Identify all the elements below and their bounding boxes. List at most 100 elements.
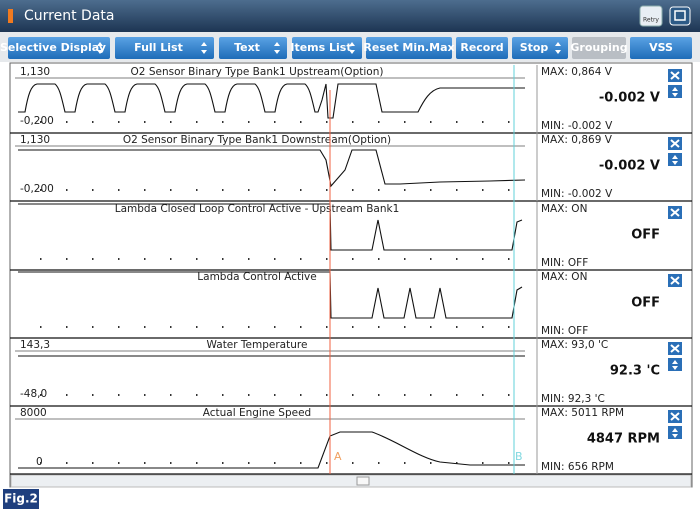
axis-dot [92, 189, 94, 191]
axis-dot [92, 462, 94, 464]
move-button[interactable] [668, 358, 682, 371]
title-bar [0, 0, 700, 32]
remove-icon [670, 344, 680, 353]
move-button[interactable] [668, 85, 682, 98]
dropdown-icon [349, 42, 355, 54]
row-title: O2 Sensor Binary Type Bank1 Downstream(O… [123, 134, 391, 146]
axis-dot [482, 326, 484, 328]
retry-button[interactable] [639, 5, 663, 27]
button-label: Reset Min.Max [363, 41, 454, 54]
axis-dot [170, 326, 172, 328]
button-label: Grouping [570, 41, 627, 54]
axis-dot [508, 258, 510, 260]
max-label: MAX: 0,869 V [541, 134, 613, 146]
axis-dot [170, 462, 172, 464]
min-label: MIN: OFF [541, 325, 588, 337]
axis-dot [40, 189, 42, 191]
min-label: MIN: -0.002 V [541, 188, 613, 200]
scroll-thumb[interactable] [356, 476, 370, 486]
max-label: MAX: ON [541, 203, 587, 215]
signal-trace [18, 431, 525, 469]
axis-dot [326, 326, 328, 328]
axis-dot [118, 258, 120, 260]
axis-dot [274, 121, 276, 123]
axis-dot [456, 121, 458, 123]
window-title: Current Data [24, 8, 114, 24]
toolbar-button[interactable] [219, 37, 287, 59]
button-label: VSS [649, 41, 673, 54]
dropdown-icon [97, 42, 103, 54]
axis-dot [378, 462, 380, 464]
row-title: Lambda Closed Loop Control Active - Upst… [115, 203, 400, 215]
scale-bottom: 0 [36, 456, 43, 468]
min-label: MIN: -0.002 V [541, 120, 613, 132]
axis-dot [352, 462, 354, 464]
move-icon [672, 360, 678, 370]
axis-dot [196, 326, 198, 328]
toolbar-button[interactable] [456, 37, 508, 59]
data-panel [9, 62, 693, 488]
axis-dot [482, 462, 484, 464]
toolbar-button[interactable] [8, 37, 110, 59]
row-title: Water Temperature [207, 339, 308, 351]
window-button[interactable] [669, 6, 691, 26]
axis-dot [248, 462, 250, 464]
axis-dot [456, 394, 458, 396]
axis-dot [222, 462, 224, 464]
min-label: MIN: 92,3 'C [541, 393, 605, 405]
toolbar-button[interactable] [572, 37, 626, 59]
toolbar-button[interactable] [512, 37, 568, 59]
axis-dot [196, 258, 198, 260]
window-icon [674, 10, 686, 21]
remove-icon [670, 276, 680, 285]
axis-dot [482, 258, 484, 260]
toolbar-button[interactable] [630, 37, 692, 59]
axis-dot [274, 326, 276, 328]
axis-dot [300, 462, 302, 464]
move-button[interactable] [668, 426, 682, 439]
axis-dot [40, 258, 42, 260]
axis-dot [144, 121, 146, 123]
axis-dot [66, 258, 68, 260]
axis-dot [170, 121, 172, 123]
signal-trace [18, 83, 525, 119]
axis-dot [274, 258, 276, 260]
figure-label: Fig.2 [4, 492, 38, 506]
axis-dot [222, 121, 224, 123]
toolbar-button[interactable] [366, 37, 452, 59]
axis-dot [352, 189, 354, 191]
axis-dot [40, 394, 42, 396]
toolbar-button[interactable] [292, 37, 362, 59]
axis-dot [378, 189, 380, 191]
axis-dot [66, 394, 68, 396]
cursor-b-label: B [515, 450, 523, 463]
dropdown-icon [555, 42, 561, 54]
axis-dot [92, 121, 94, 123]
axis-dot [378, 326, 380, 328]
axis-dot [430, 258, 432, 260]
current-value: 4847 RPM [587, 432, 660, 447]
button-label: Text [234, 41, 260, 54]
axis-dot [508, 462, 510, 464]
axis-dot [404, 258, 406, 260]
move-button[interactable] [668, 153, 682, 166]
row-title: O2 Sensor Binary Type Bank1 Upstream(Opt… [131, 66, 384, 78]
axis-dot [508, 326, 510, 328]
axis-dot [300, 326, 302, 328]
scrollbar[interactable] [10, 474, 692, 488]
toolbar-button[interactable] [115, 37, 214, 59]
button-label: Full List [134, 41, 183, 54]
axis-dot [170, 258, 172, 260]
axis-dot [144, 394, 146, 396]
row-title: Actual Engine Speed [203, 407, 311, 419]
axis-dot [456, 258, 458, 260]
button-label: Selective Display [0, 41, 106, 54]
axis-dot [404, 189, 406, 191]
move-icon [672, 155, 678, 165]
axis-dot [248, 121, 250, 123]
row-title: Lambda Control Active [197, 271, 316, 283]
axis-dot [144, 462, 146, 464]
axis-dot [404, 326, 406, 328]
move-icon [672, 87, 678, 97]
